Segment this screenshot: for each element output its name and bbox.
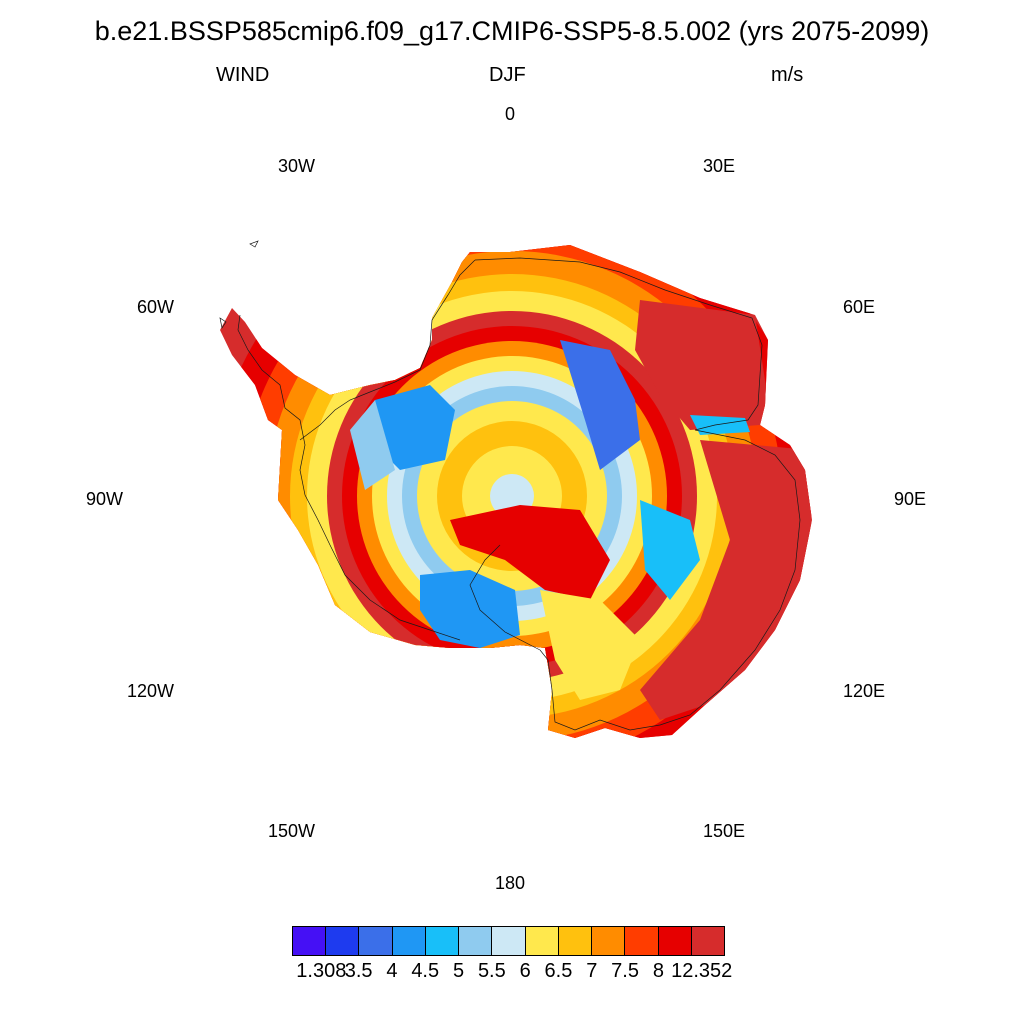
colorbar-swatch xyxy=(459,927,493,955)
colorbar-tick-label: 7 xyxy=(586,960,598,982)
variable-label: WIND xyxy=(216,64,270,86)
colorbar-swatch xyxy=(525,927,559,955)
season-label: DJF xyxy=(489,64,526,86)
lon-label-150e: 150E xyxy=(703,821,746,841)
lon-label-30e: 30E xyxy=(703,156,736,176)
colorbar-tick-label: 6 xyxy=(519,960,531,982)
colorbar-swatch xyxy=(691,927,725,955)
colorbar-swatch xyxy=(293,927,327,955)
colorbar-swatch xyxy=(392,927,426,955)
lon-label-60w: 60W xyxy=(137,297,175,317)
lon-label-90e: 90E xyxy=(894,489,927,509)
lon-label-180: 180 xyxy=(495,873,526,893)
colorbar-swatch xyxy=(558,927,593,955)
lon-label-0: 0 xyxy=(505,104,516,124)
units-label: m/s xyxy=(771,64,804,86)
colorbar-swatch xyxy=(592,927,626,955)
colorbar xyxy=(292,926,725,956)
lon-label-30w: 30W xyxy=(278,156,316,176)
colorbar-swatch xyxy=(625,927,659,955)
colorbar-swatch xyxy=(359,927,393,955)
colorbar-swatch xyxy=(658,927,692,955)
lon-label-90w: 90W xyxy=(86,489,124,509)
colorbar-tick-label: 12.352 xyxy=(671,960,733,982)
colorbar-tick-label: 4.5 xyxy=(411,960,440,982)
colorbar-swatch xyxy=(326,927,360,955)
colorbar-labels: 1.308 3.5 4 4.5 5 5.5 6 6.5 7 7.5 8 12.352 xyxy=(0,960,1024,990)
colorbar-tick-label: 1.308 xyxy=(296,960,347,982)
colorbar-tick-label: 8 xyxy=(652,960,664,982)
colorbar-tick-label: 5 xyxy=(452,960,465,982)
plot-title: b.e21.BSSP585cmip6.f09_g17.CMIP6-SSP5-8.… xyxy=(94,16,930,46)
lon-label-120e: 120E xyxy=(843,681,886,701)
colorbar-swatch xyxy=(425,927,460,955)
colorbar-tick-label: 7.5 xyxy=(611,960,639,982)
colorbar-tick-label: 4 xyxy=(386,960,398,982)
coastline xyxy=(219,240,801,731)
lon-label-60e: 60E xyxy=(843,297,876,317)
lon-label-120w: 120W xyxy=(127,681,175,701)
wind-speed-field xyxy=(220,245,812,738)
colorbar-tick-label: 3.5 xyxy=(344,960,373,982)
lon-label-150w: 150W xyxy=(268,821,316,841)
colorbar-tick-label: 5.5 xyxy=(477,960,506,982)
colorbar-swatch xyxy=(492,927,526,955)
colorbar-tick-label: 6.5 xyxy=(544,960,573,982)
